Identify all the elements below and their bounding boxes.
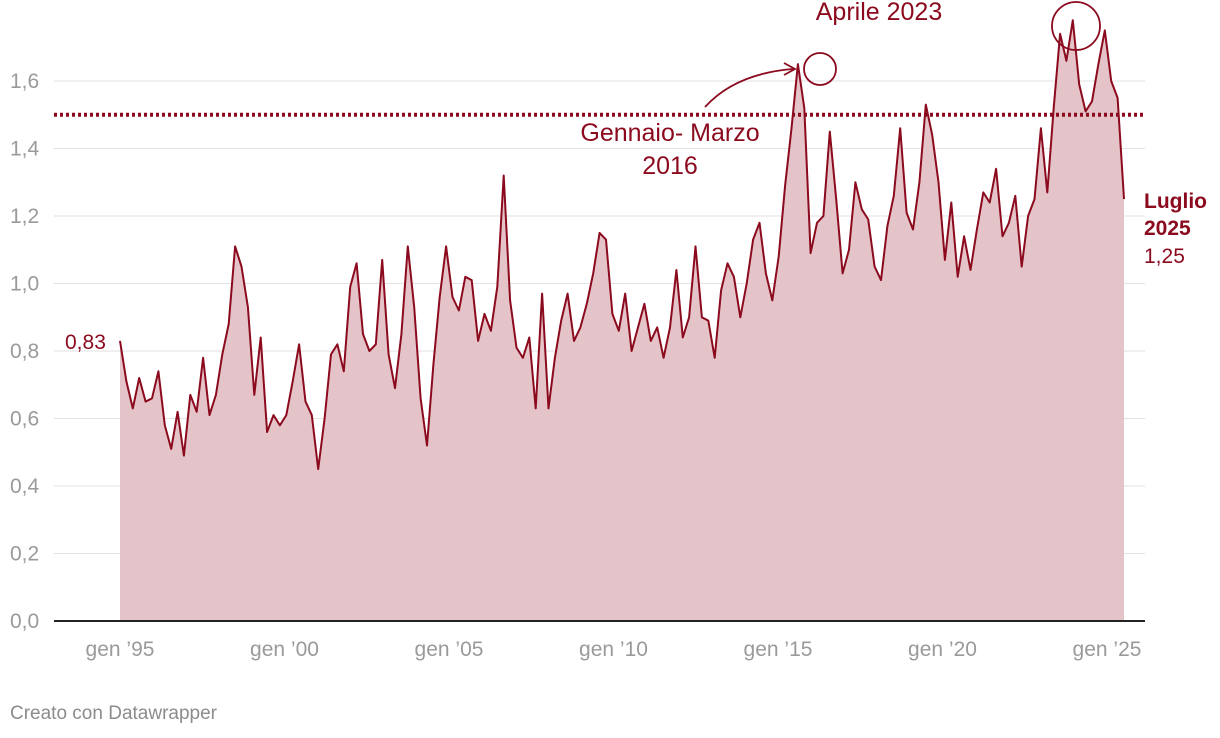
x-tick-label: gen ’15 [744,638,813,661]
y-tick-label: 1,6 [10,70,39,93]
x-axis-ticks: gen ’95 gen ’00 gen ’05 gen ’10 gen ’15 gen ’… [86,638,1142,661]
annotation-2023-circle [1051,1,1101,51]
y-tick-label: 0,0 [10,610,39,633]
annotation-aprile-2023: Aprile 2023 [816,0,1101,51]
y-tick-label: 0,2 [10,543,39,566]
series-area-fill [120,20,1124,622]
x-tick-label: gen ’25 [1073,638,1142,661]
annotation-2016-circle [803,52,837,86]
x-tick-label: gen ’05 [415,638,484,661]
y-tick-label: 1,0 [10,273,39,296]
annotation-2016-arrow [704,68,794,108]
y-tick-label: 0,8 [10,340,39,363]
y-tick-label: 0,4 [10,475,40,498]
x-tick-label: gen ’20 [908,638,977,661]
y-tick-label: 1,2 [10,205,39,228]
end-label-month: Luglio [1144,190,1207,213]
end-label-value: 1,25 [1144,245,1185,268]
y-tick-label: 0,6 [10,408,39,431]
end-value-label: Luglio 2025 1,25 [1144,190,1207,268]
annotation-2023-label: Aprile 2023 [816,0,942,26]
annotation-2016-arrowhead [783,62,797,76]
y-tick-label: 1,4 [10,138,40,161]
start-value-label: 0,83 [65,331,106,354]
x-tick-label: gen ’00 [250,638,319,661]
end-label-year: 2025 [1144,217,1191,240]
annotation-2016-line-1: Gennaio- Marzo [580,119,759,147]
annotation-2016-line-2: 2016 [642,152,698,180]
series-line [119,19,1125,471]
annotation-gennaio-marzo-2016: Gennaio- Marzo 2016 [580,52,837,180]
x-tick-label: gen ’95 [86,638,155,661]
x-tick-label: gen ’10 [579,638,648,661]
y-axis-ticks: 0,0 0,2 0,4 0,6 0,8 1,0 1,2 1,4 1,6 [10,70,40,633]
credit-text: Creato con Datawrapper [10,703,217,724]
